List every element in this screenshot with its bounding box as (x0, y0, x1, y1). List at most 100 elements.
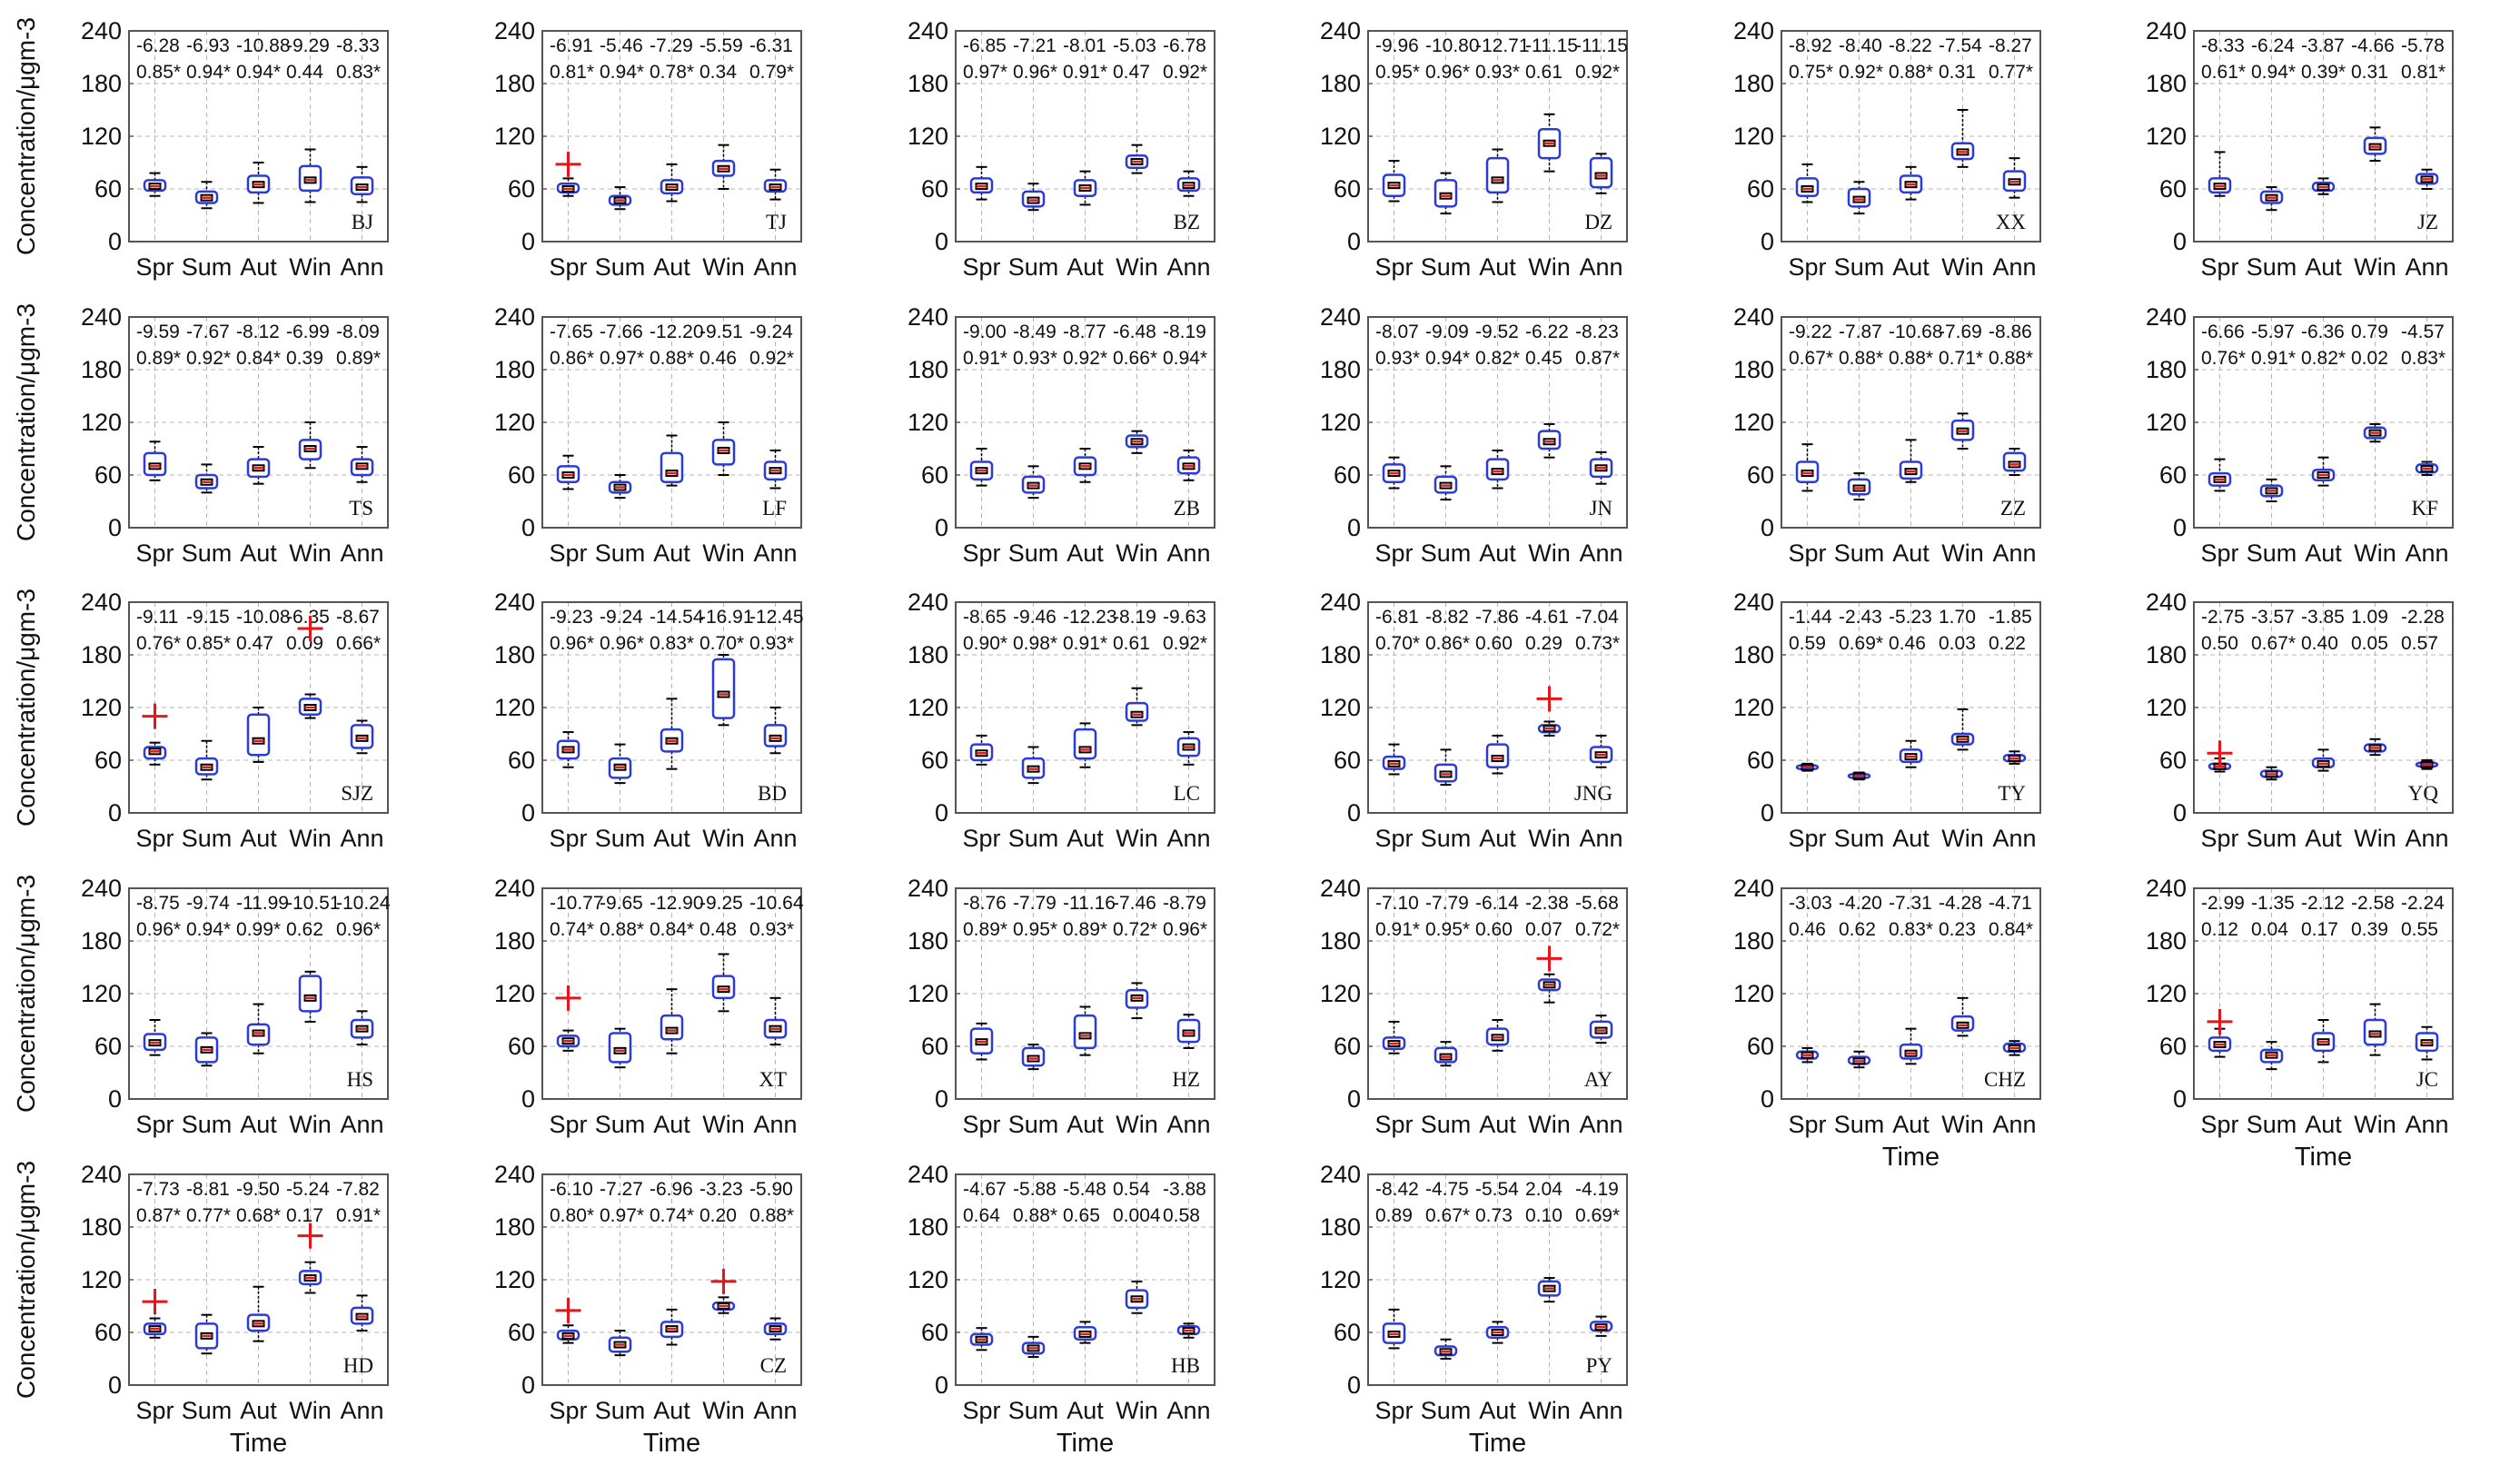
box-sum (1847, 478, 1871, 496)
r-squared-label: 0.39* (2301, 62, 2346, 83)
y-tick-label: 120 (81, 980, 122, 1007)
trend-slope-label: -9.65 (600, 893, 643, 914)
y-tick-label: 60 (2159, 747, 2187, 774)
trend-slope-label: -8.27 (1989, 35, 2032, 56)
x-tick-label: Spr (2200, 1111, 2238, 1138)
y-tick-label: 180 (1733, 356, 1774, 383)
y-tick-label: 0 (108, 799, 122, 827)
x-tick-label: Sum (1008, 253, 1059, 281)
r-squared-label: 0.97* (963, 62, 1007, 83)
x-tick-label: Ann (340, 825, 383, 852)
x-tick-label: Win (1116, 540, 1158, 567)
x-tick-label: Win (702, 1397, 745, 1424)
r-squared-label: 0.72* (1113, 919, 1157, 940)
trend-slope-label: -7.65 (550, 322, 593, 342)
trend-slope-label: -4.28 (1939, 893, 1982, 914)
r-squared-label: 0.60 (1475, 633, 1513, 654)
r-squared-label: 0.91* (963, 348, 1007, 369)
site-code-label: LC (1174, 782, 1200, 805)
y-tick-label: 180 (1733, 927, 1774, 955)
r-squared-label: 0.85* (136, 62, 181, 83)
x-tick-label: Sum (2247, 540, 2297, 567)
x-tick-label: Aut (240, 1111, 277, 1138)
x-tick-label: Win (289, 540, 332, 567)
trend-slope-label: -2.43 (1839, 607, 1882, 628)
trend-slope-label: -8.92 (1789, 35, 1832, 56)
y-tick-label: 120 (1320, 694, 1361, 721)
x-tick-label: Aut (1067, 825, 1104, 852)
r-squared-label: 0.92* (1575, 62, 1620, 83)
x-tick-label: Sum (2247, 825, 2297, 852)
r-squared-label: 0.86* (550, 348, 594, 369)
r-squared-label: 0.91* (2251, 348, 2296, 369)
y-tick-label: 240 (1733, 875, 1774, 902)
x-axis-label: Time (230, 1429, 287, 1458)
x-tick-label: Ann (1579, 253, 1622, 281)
trend-slope-label: -4.19 (1575, 1179, 1619, 1200)
box-sum (1434, 763, 1458, 783)
x-tick-label: Aut (1479, 825, 1516, 852)
x-tick-label: Spr (1788, 253, 1826, 281)
trend-slope-label: -8.67 (336, 607, 380, 628)
trend-slope-label: -3.88 (1163, 1179, 1206, 1200)
trend-slope-label: -5.68 (1575, 893, 1619, 914)
y-tick-label: 0 (2173, 1085, 2187, 1113)
y-tick-label: 240 (2146, 303, 2187, 331)
y-tick-label: 120 (494, 123, 535, 150)
site-code-label: CZ (760, 1354, 787, 1377)
x-tick-label: Sum (182, 825, 233, 852)
y-tick-label: 120 (494, 409, 535, 436)
x-tick-label: Aut (1892, 1111, 1930, 1138)
y-tick-label: 60 (1747, 1033, 1774, 1060)
trend-slope-label: -8.12 (236, 322, 280, 342)
trend-slope-label: -7.79 (1013, 893, 1057, 914)
r-squared-label: 0.55 (2401, 919, 2438, 940)
x-tick-label: Spr (1374, 825, 1413, 852)
y-tick-label: 60 (921, 461, 948, 489)
box-spr (1795, 460, 1820, 483)
x-tick-label: Spr (1374, 540, 1413, 567)
box-sum (1021, 1046, 1046, 1067)
r-squared-label: 0.88* (749, 1205, 794, 1226)
site-code-label: HZ (1172, 1068, 1200, 1091)
trend-slope-label: -8.86 (1989, 322, 2032, 342)
trend-slope-label: -11.15 (1575, 35, 1628, 56)
trend-slope-label: -8.23 (1575, 322, 1619, 342)
r-squared-label: 0.22 (1989, 633, 2026, 654)
trend-slope-label: -2.75 (2201, 607, 2245, 628)
y-tick-label: 60 (94, 175, 122, 203)
x-axis-label: Time (1469, 1429, 1526, 1458)
x-tick-label: Ann (2405, 825, 2448, 852)
y-tick-label: 60 (1747, 175, 1774, 203)
y-tick-label: 240 (2146, 17, 2187, 45)
y-tick-label: 120 (908, 694, 948, 721)
box-win (711, 658, 736, 719)
y-tick-label: 120 (1320, 409, 1361, 436)
y-tick-label: 0 (935, 799, 948, 827)
trend-slope-label: -6.81 (1375, 607, 1419, 628)
x-tick-label: Sum (595, 1111, 646, 1138)
trend-slope-label: -10.08 (236, 607, 291, 628)
trend-slope-label: -10.64 (749, 893, 804, 914)
trend-slope-label: -9.59 (136, 322, 180, 342)
y-axis-label: Concentration/μgm-3 (12, 303, 40, 541)
trend-slope-label: -10.88 (236, 35, 291, 56)
r-squared-label: 0.75* (1789, 62, 1833, 83)
r-squared-label: 0.50 (2201, 633, 2238, 654)
site-code-label: HS (347, 1068, 373, 1091)
y-tick-label: 0 (1347, 799, 1361, 827)
r-squared-label: 0.70* (1375, 633, 1420, 654)
y-tick-label: 120 (81, 694, 122, 721)
trend-slope-label: -6.99 (286, 322, 330, 342)
trend-slope-label: -4.75 (1425, 1179, 1469, 1200)
box-win (298, 975, 322, 1013)
r-squared-label: 0.82* (1475, 348, 1520, 369)
x-tick-label: Win (289, 1111, 332, 1138)
y-tick-label: 120 (81, 409, 122, 436)
box-aut (660, 451, 684, 483)
y-tick-label: 0 (1761, 514, 1774, 541)
x-tick-label: Ann (340, 253, 383, 281)
x-tick-label: Spr (1788, 540, 1826, 567)
box-aut (1899, 460, 1923, 480)
